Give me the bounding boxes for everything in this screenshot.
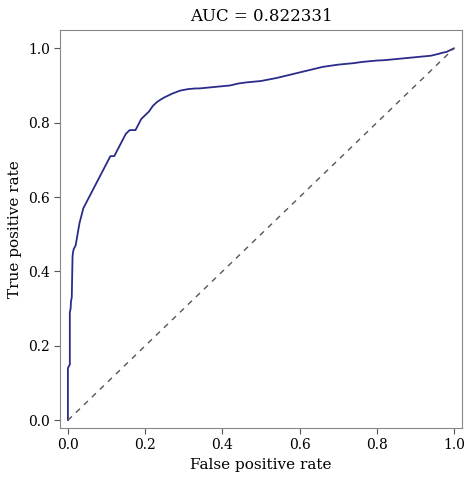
Title: AUC = 0.822331: AUC = 0.822331 [190, 8, 332, 25]
X-axis label: False positive rate: False positive rate [190, 457, 332, 472]
Y-axis label: True positive rate: True positive rate [9, 160, 22, 298]
